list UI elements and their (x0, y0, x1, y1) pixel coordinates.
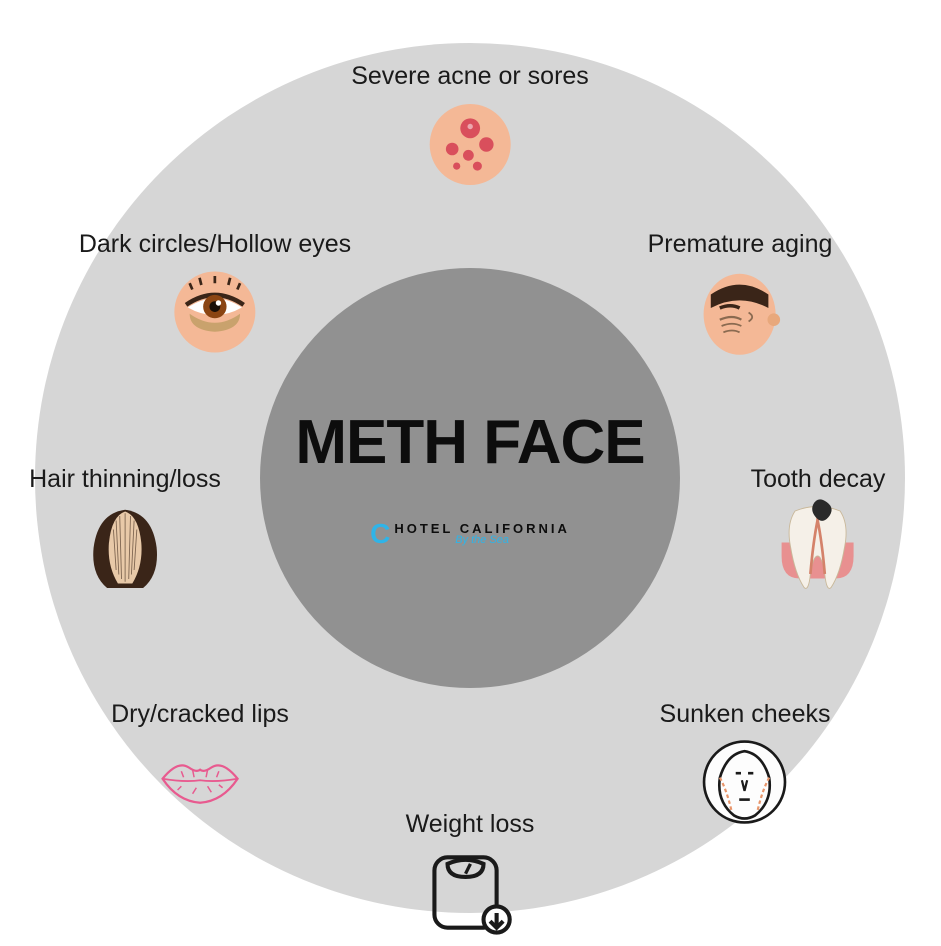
symptom-label: Weight loss (406, 810, 535, 839)
acne-icon (425, 99, 515, 189)
symptom-weight: Weight loss (406, 810, 535, 937)
brand-logo: C HOTEL CALIFORNIA By the Sea (370, 518, 570, 550)
symptom-aging: Premature aging (648, 230, 833, 357)
symptom-hair: Hair thinning/loss (29, 465, 221, 592)
scale-icon (425, 847, 515, 937)
symptom-label: Sunken cheeks (660, 700, 831, 729)
tooth-icon (773, 502, 863, 592)
hair-icon (80, 502, 170, 592)
symptom-label: Severe acne or sores (351, 62, 589, 91)
lips-icon (155, 737, 245, 827)
cheeks-icon (700, 737, 790, 827)
center-title: METH FACE (295, 407, 644, 478)
symptom-label: Dark circles/Hollow eyes (79, 230, 351, 259)
symptom-label: Hair thinning/loss (29, 465, 221, 494)
symptom-acne: Severe acne or sores (351, 62, 589, 189)
symptom-cheeks: Sunken cheeks (660, 700, 831, 827)
logo-c-icon: C (370, 518, 390, 550)
symptom-label: Premature aging (648, 230, 833, 259)
symptom-tooth: Tooth decay (751, 465, 886, 592)
symptom-eyes: Dark circles/Hollow eyes (79, 230, 351, 357)
eye-icon (170, 267, 260, 357)
symptom-lips: Dry/cracked lips (111, 700, 289, 827)
logo-main-text: HOTEL CALIFORNIA (394, 522, 570, 535)
logo-sub-text: By the Sea (394, 535, 570, 546)
aging-icon (695, 267, 785, 357)
symptom-label: Dry/cracked lips (111, 700, 289, 729)
symptom-label: Tooth decay (751, 465, 886, 494)
